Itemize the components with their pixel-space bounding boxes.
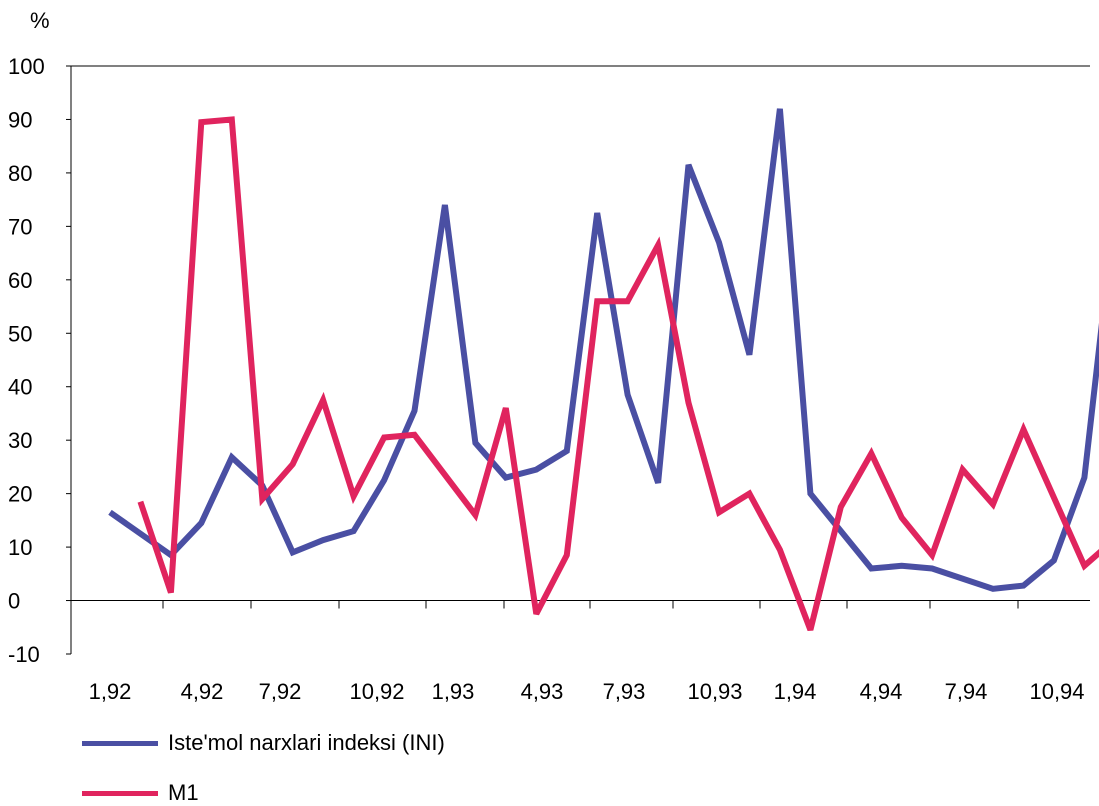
legend-label-m1: M1 — [168, 780, 199, 805]
y-tick-label: 30 — [8, 428, 32, 453]
y-tick-label: 0 — [8, 589, 20, 614]
legend-item-m1: M1 — [82, 780, 199, 806]
y-tick-label: 70 — [8, 214, 32, 239]
series-line-m1 — [137, 116, 1099, 631]
x-tick-label: 10,93 — [687, 679, 742, 704]
x-tick-label: 1,94 — [774, 679, 817, 704]
x-tick-label: 7,92 — [259, 679, 302, 704]
y-tick-label: 90 — [8, 107, 32, 132]
x-axis: 1,92 4,92 7,92 10,92 1,93 4,93 7,93 10,93 1,94 4,… — [71, 600, 1090, 704]
legend-swatch-m1 — [82, 790, 158, 796]
x-tick-label: 1,93 — [432, 679, 475, 704]
y-tick-label: 50 — [8, 321, 32, 346]
x-tick-label: 1,92 — [89, 679, 132, 704]
y-tick-label: 40 — [8, 375, 32, 400]
y-axis-label: % — [30, 8, 50, 33]
y-tick-label: 60 — [8, 268, 32, 293]
y-tick-label: -10 — [8, 642, 40, 667]
y-tick-label: 20 — [8, 482, 32, 507]
y-tick-label: 100 — [8, 54, 45, 79]
x-tick-label: 7,93 — [603, 679, 646, 704]
y-axis: -10 0 10 20 30 40 50 60 70 80 90 100 — [8, 54, 1090, 667]
series-line-ini — [108, 108, 1099, 592]
plot-area — [108, 108, 1099, 631]
x-tick-label: 7,94 — [945, 679, 988, 704]
legend-label-ini: Iste'mol narxlari indeksi (INI) — [168, 730, 445, 755]
y-tick-label: 80 — [8, 161, 32, 186]
x-tick-label: 4,94 — [860, 679, 903, 704]
legend-item-ini: Iste'mol narxlari indeksi (INI) — [82, 730, 445, 756]
x-tick-label: 4,93 — [521, 679, 564, 704]
x-tick-label: 10,94 — [1029, 679, 1084, 704]
x-tick-label: 4,92 — [181, 679, 224, 704]
y-tick-label: 10 — [8, 535, 32, 560]
line-chart: % -10 0 10 20 30 40 50 60 70 80 90 100 1,92 4,92 7,92… — [8, 8, 1099, 704]
x-tick-label: 10,92 — [349, 679, 404, 704]
legend-swatch-ini — [82, 740, 158, 746]
